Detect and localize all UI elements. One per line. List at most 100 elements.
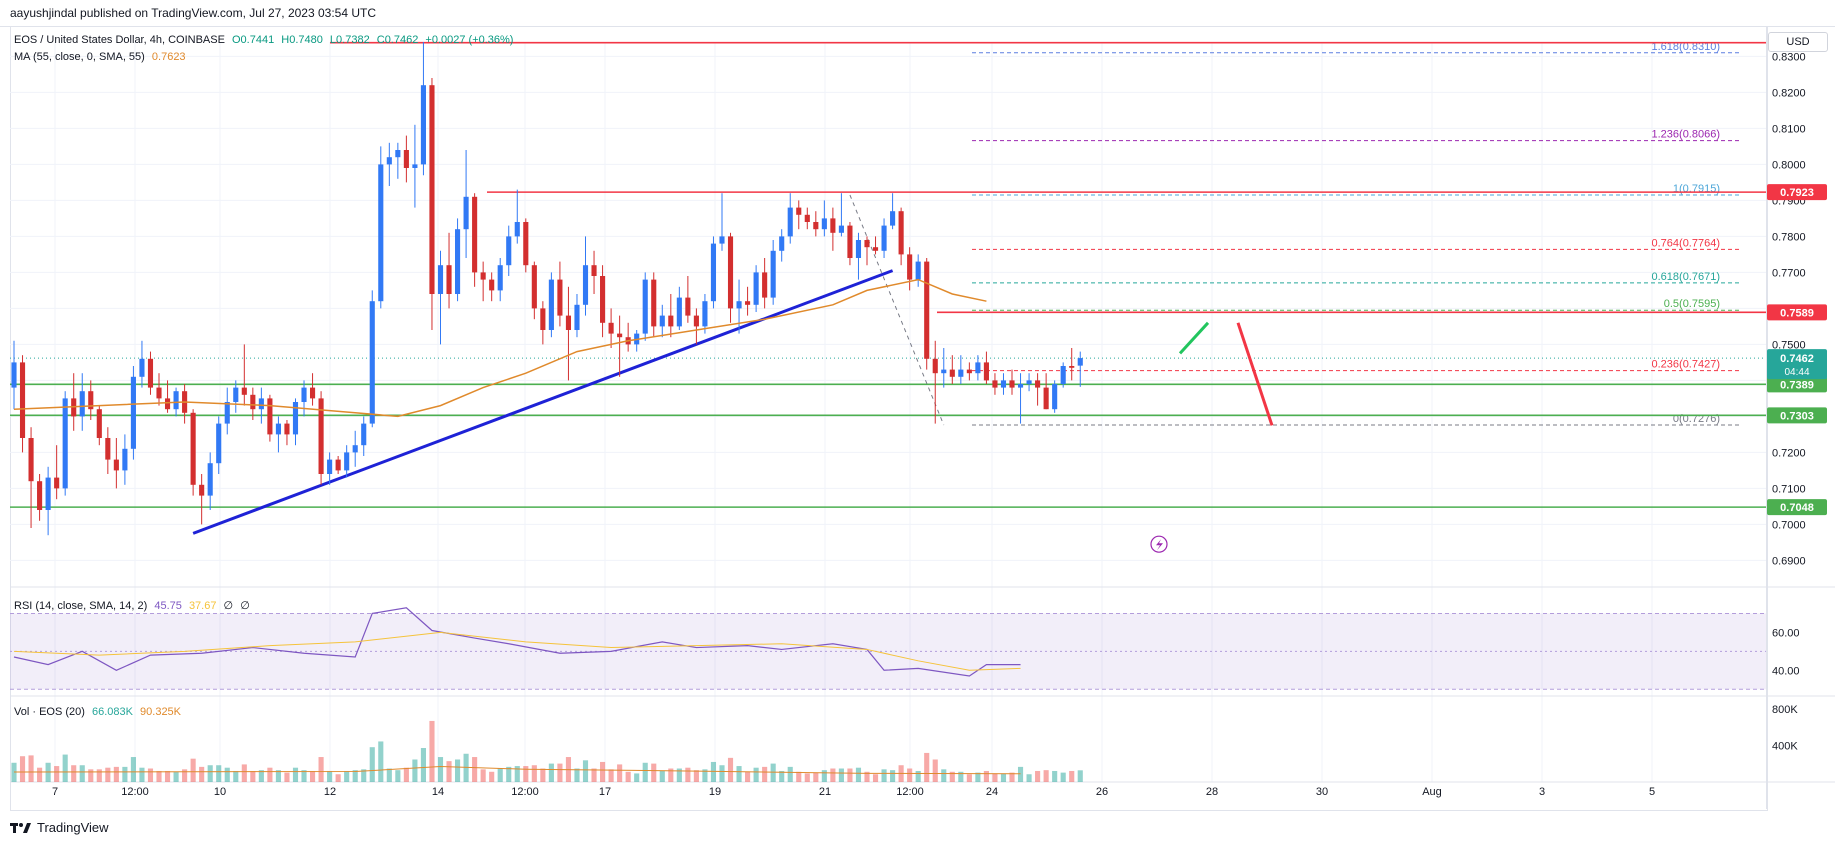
- tradingview-logo[interactable]: TradingView: [10, 820, 109, 835]
- candle: [838, 193, 844, 237]
- candle-body: [429, 85, 435, 294]
- volume-bar: [514, 766, 520, 782]
- candle-body: [292, 402, 299, 435]
- volume-bar: [958, 771, 964, 782]
- candle: [361, 416, 367, 456]
- volume-bar: [881, 769, 887, 782]
- candle-body: [736, 301, 742, 309]
- volume-bar: [779, 770, 785, 782]
- fib-anchor-line: [849, 194, 945, 426]
- candle: [241, 344, 247, 406]
- price-line-tag: [1767, 184, 1827, 201]
- time-tick-label: 12: [324, 786, 336, 798]
- candle: [745, 286, 751, 316]
- candle: [975, 355, 981, 381]
- volume-bar: [1069, 770, 1075, 782]
- candle-body: [975, 362, 981, 374]
- candle: [480, 261, 486, 302]
- currency-button[interactable]: USD: [1768, 32, 1828, 52]
- volume-bar: [301, 770, 307, 782]
- volume-bar: [702, 769, 708, 782]
- candle-body: [412, 164, 418, 168]
- time-tick-label: 10: [214, 786, 226, 798]
- volume-bar: [608, 769, 614, 782]
- volume-bars: [11, 720, 1083, 782]
- volume-bar: [463, 753, 469, 782]
- time-tick-label: 21: [819, 786, 831, 798]
- candle-body: [924, 261, 930, 359]
- candle-body: [813, 222, 819, 230]
- candle: [949, 355, 955, 384]
- candle: [1052, 380, 1058, 413]
- candle: [335, 456, 341, 474]
- fib-label-1: 1(0.7915): [1673, 183, 1720, 195]
- candle-body: [250, 394, 256, 410]
- volume-bar: [369, 747, 375, 782]
- candle: [28, 427, 34, 528]
- symbol-legend[interactable]: EOS / United States Dollar, 4h, COINBASE…: [14, 34, 517, 46]
- volume-bar: [446, 761, 452, 782]
- candle: [924, 258, 930, 370]
- candle: [591, 250, 597, 294]
- header-bar: aayushjindal published on TradingView.co…: [0, 0, 1835, 27]
- volume-bar: [156, 770, 162, 782]
- candle-body: [702, 301, 708, 327]
- candle: [625, 322, 631, 352]
- candle: [898, 207, 904, 266]
- candle: [1009, 369, 1015, 395]
- candle-body: [105, 438, 111, 460]
- candle: [719, 193, 725, 251]
- candle-body: [1069, 366, 1075, 368]
- volume-bar: [830, 768, 836, 782]
- candle-body: [941, 369, 947, 374]
- volume-bar: [924, 752, 930, 782]
- annotations: 1.618(0.8310) 1.236(0.8066) 1(0.7915) 0.764…: [10, 41, 1766, 553]
- ma-legend[interactable]: MA (55, close, 0, SMA, 55) 0.7623: [14, 51, 190, 63]
- time-tick-label: Aug: [1422, 786, 1442, 798]
- volume-bar: [147, 768, 154, 782]
- candle: [770, 240, 776, 305]
- candle-body: [54, 477, 60, 489]
- candle-body: [565, 315, 572, 330]
- candle-body: [693, 315, 699, 327]
- volume-bar: [11, 762, 17, 782]
- candle: [565, 286, 572, 381]
- candle-body: [284, 423, 290, 435]
- volume-bar: [327, 770, 333, 782]
- ma-label: MA (55, close, 0, SMA, 55): [14, 51, 145, 63]
- open-value: O0.7441: [232, 34, 275, 46]
- volume-bar: [190, 758, 196, 782]
- candle-body: [540, 308, 546, 330]
- fib-label-0.764: 0.764(0.7764): [1652, 237, 1721, 249]
- candle: [182, 384, 188, 424]
- rsi-ma-line: [13, 631, 1021, 671]
- price-axis[interactable]: [1766, 26, 1835, 809]
- volume-bar: [489, 771, 495, 782]
- candle-body: [335, 459, 341, 471]
- candle-body: [37, 481, 43, 510]
- candle-body: [796, 207, 802, 215]
- rsi-legend[interactable]: RSI (14, close, SMA, 14, 2) 45.75 37.67 …: [14, 599, 254, 612]
- volume-bar: [429, 720, 435, 782]
- candle-body: [949, 369, 955, 377]
- price-chart[interactable]: 1.618(0.8310) 1.236(0.8066) 1(0.7915) 0.764…: [0, 26, 1835, 818]
- candle-body: [830, 218, 836, 233]
- candle: [403, 135, 409, 183]
- candle-body: [352, 445, 358, 453]
- candle-body: [881, 225, 887, 251]
- volume-bar: [847, 768, 853, 782]
- candle-body: [1035, 380, 1041, 388]
- volume-legend[interactable]: Vol · EOS (20) 66.083K 90.325K: [14, 706, 185, 718]
- volume-bar: [113, 766, 119, 782]
- candle: [881, 218, 887, 258]
- volume-bar: [1077, 770, 1083, 782]
- candle: [284, 420, 290, 446]
- volume-bar: [497, 768, 503, 782]
- volume-bar: [241, 764, 247, 782]
- candle-body: [787, 207, 793, 237]
- candle: [659, 304, 665, 338]
- rsi-extra-1: ∅: [223, 600, 234, 612]
- candle: [651, 272, 657, 338]
- volume-label: Vol · EOS (20): [14, 706, 85, 718]
- current-price-tag: [1767, 349, 1827, 380]
